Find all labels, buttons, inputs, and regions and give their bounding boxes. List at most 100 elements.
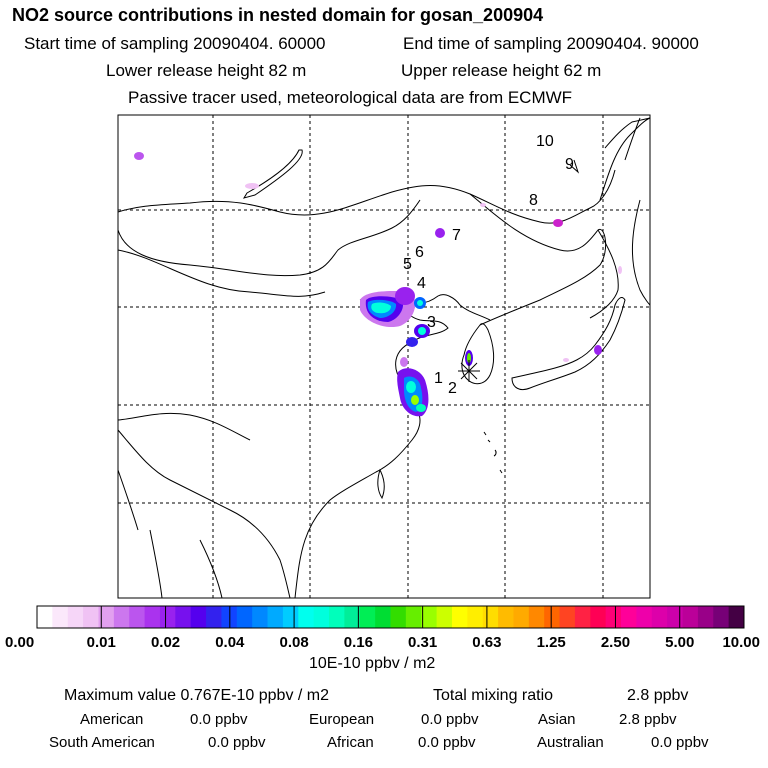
colorbar-tick-label: 0.63 — [472, 634, 501, 651]
colorbar-swatch — [375, 606, 391, 628]
region-value-south-american: 0.0 ppbv — [208, 734, 266, 751]
coast-taiwan — [377, 468, 385, 500]
upper-height-label: Upper release height 62 m — [401, 61, 602, 80]
blob-faint-2 — [480, 203, 486, 207]
colorbar-swatch — [236, 606, 253, 628]
blob-7 — [435, 228, 445, 238]
colorbar-swatch — [590, 606, 607, 628]
colorbar-swatch — [298, 606, 315, 628]
colorbar-swatch — [528, 606, 545, 628]
coast-korea — [461, 323, 495, 385]
colorbar-swatch — [252, 606, 269, 628]
region-value-american: 0.0 ppbv — [190, 711, 248, 728]
colorbar-swatch — [621, 606, 637, 628]
islands — [483, 431, 503, 474]
end-time-label: End time of sampling 20090404. 90000 — [403, 34, 699, 53]
colorbar-swatch — [467, 606, 484, 628]
colorbar — [37, 606, 745, 628]
blob-shanghai-cyan2 — [416, 404, 426, 412]
region-value-asian: 2.8 ppbv — [619, 711, 677, 728]
units-label: 10E-10 ppbv / m2 — [309, 655, 436, 672]
blob-3c — [406, 337, 418, 347]
colorbar-tick-label: 0.16 — [344, 634, 373, 651]
colorbar-swatch — [574, 606, 591, 628]
trajectory-label-2: 2 — [448, 380, 457, 397]
total-mixing-value: 2.8 ppbv — [627, 687, 689, 704]
blob-faint-1 — [245, 183, 259, 189]
sakhalin — [632, 199, 651, 306]
blob-japan — [594, 345, 602, 355]
colorbar-tick-label: 0.08 — [279, 634, 308, 651]
map-grid — [118, 115, 650, 598]
colorbar-swatch — [697, 606, 714, 628]
colorbar-swatch — [52, 606, 69, 628]
colorbar-tick-label: 0.00 — [5, 634, 34, 651]
colorbar-swatch — [436, 606, 453, 628]
colorbar-swatch — [513, 606, 530, 628]
map-frame — [117, 114, 651, 599]
border-ne-china — [469, 193, 607, 326]
blob-3b — [418, 327, 426, 335]
colorbar-ticks: 0.00 0.01 0.02 0.04 0.08 0.16 0.31 0.63 1.25 2.50… — [5, 606, 760, 651]
colorbar-swatch — [282, 606, 299, 628]
trajectory-label-4: 4 — [417, 275, 426, 292]
colorbar-swatch — [605, 606, 622, 628]
colorbar-swatch — [682, 606, 699, 628]
colorbar-swatch — [390, 606, 407, 628]
colorbar-tick-label: 2.50 — [601, 634, 630, 651]
coast-japan — [511, 117, 641, 391]
blob-beijing-cyan — [371, 302, 391, 314]
coast-russia-east — [589, 117, 651, 319]
lower-height-label: Lower release height 82 m — [106, 61, 307, 80]
region-name-american: American — [80, 711, 144, 728]
coast-south — [117, 412, 291, 599]
colorbar-swatch — [313, 606, 330, 628]
region-name-asian: Asian — [538, 711, 576, 728]
colorbar-swatch — [559, 606, 576, 628]
coast-east-china — [294, 304, 449, 599]
tracer-note: Passive tracer used, meteorological data… — [128, 88, 573, 107]
colorbar-swatch — [667, 606, 684, 628]
colorbar-tick-label: 0.31 — [408, 634, 437, 651]
colorbar-swatch — [190, 606, 207, 628]
colorbar-tick-label: 10.00 — [722, 634, 760, 651]
blob-korea-green — [467, 353, 471, 363]
blob-4c — [417, 300, 423, 306]
region-name-australian: Australian — [537, 734, 604, 751]
colorbar-swatch — [482, 606, 499, 628]
page-title: NO2 source contributions in nested domai… — [12, 5, 544, 25]
colorbar-swatch — [498, 606, 514, 628]
colorbar-swatch — [267, 606, 284, 628]
region-value-african: 0.0 ppbv — [418, 734, 476, 751]
colorbar-swatch — [175, 606, 192, 628]
colorbar-swatch — [728, 606, 745, 628]
baikal-lake — [242, 149, 303, 199]
blob-shanghai-cyan — [406, 381, 416, 393]
trajectory-label-1: 1 — [434, 370, 443, 387]
colorbar-swatch — [359, 606, 376, 628]
region-value-australian: 0.0 ppbv — [651, 734, 709, 751]
colorbar-swatch — [98, 606, 115, 628]
colorbar-tick-label: 0.02 — [151, 634, 180, 651]
colorbar-tick-label: 1.25 — [537, 634, 566, 651]
region-value-european: 0.0 ppbv — [421, 711, 479, 728]
blob-japan-faint — [563, 358, 569, 362]
start-time-label: Start time of sampling 20090404. 60000 — [24, 34, 326, 53]
blob-8-east — [553, 219, 563, 227]
colorbar-swatch — [544, 606, 561, 628]
trajectory-label-7: 7 — [452, 227, 461, 244]
colorbar-swatch — [636, 606, 653, 628]
blob-faint-3 — [618, 266, 622, 274]
border-mongolia-south — [117, 199, 421, 277]
blob-ne-purple — [134, 152, 144, 160]
colorbar-swatch — [206, 606, 222, 628]
trajectory-9-hook — [569, 159, 580, 174]
colorbar-tick-label: 0.04 — [215, 634, 245, 651]
trajectory-label-6: 6 — [415, 244, 424, 261]
blob-4 — [395, 287, 415, 305]
trajectory-label-3: 3 — [427, 314, 436, 331]
receptor-marker — [458, 360, 480, 382]
colorbar-swatch — [83, 606, 99, 628]
colorbar-swatch — [713, 606, 730, 628]
